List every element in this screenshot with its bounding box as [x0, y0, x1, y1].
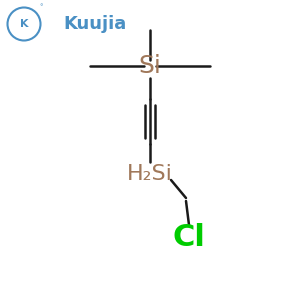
- Text: Cl: Cl: [172, 223, 206, 251]
- Text: K: K: [20, 19, 28, 29]
- Text: °: °: [40, 4, 43, 10]
- Text: Si: Si: [139, 54, 161, 78]
- Text: H₂Si: H₂Si: [127, 164, 173, 184]
- Text: Kuujia: Kuujia: [63, 15, 126, 33]
